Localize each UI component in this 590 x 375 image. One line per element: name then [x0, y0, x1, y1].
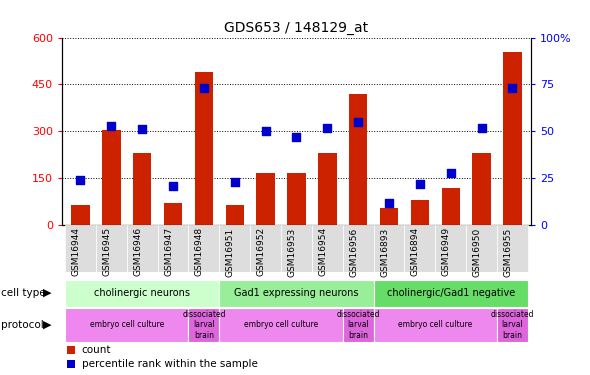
Text: GSM16952: GSM16952: [257, 227, 266, 276]
Point: [76, 177, 85, 183]
Bar: [164, 203, 182, 225]
Bar: [380, 208, 398, 225]
Text: dissociated
larval
brain: dissociated larval brain: [336, 310, 380, 340]
Text: ▶: ▶: [42, 288, 51, 298]
Point: [323, 124, 332, 130]
Bar: [188, 225, 219, 272]
Text: cholinergic neurons: cholinergic neurons: [94, 288, 190, 298]
Bar: [435, 225, 466, 272]
Bar: [373, 280, 528, 307]
Text: GSM16955: GSM16955: [503, 227, 513, 277]
Point: [353, 119, 363, 125]
Bar: [71, 205, 90, 225]
Point: [137, 126, 147, 132]
Bar: [65, 308, 188, 342]
Bar: [497, 225, 528, 272]
Text: GSM16951: GSM16951: [226, 227, 235, 277]
Point: [107, 123, 116, 129]
Text: dissociated
larval
brain: dissociated larval brain: [182, 310, 225, 340]
Text: GSM16947: GSM16947: [164, 227, 173, 276]
Bar: [65, 280, 219, 307]
Bar: [219, 280, 373, 307]
Text: GSM16946: GSM16946: [133, 227, 142, 276]
Point: [384, 200, 394, 206]
Bar: [503, 52, 522, 225]
Point: [508, 85, 517, 91]
Text: cell type: cell type: [1, 288, 46, 298]
Bar: [441, 188, 460, 225]
Bar: [281, 225, 312, 272]
Title: GDS653 / 148129_at: GDS653 / 148129_at: [224, 21, 369, 35]
Point: [261, 128, 270, 134]
Text: GSM16956: GSM16956: [349, 227, 358, 277]
Text: percentile rank within the sample: percentile rank within the sample: [81, 359, 257, 369]
Bar: [473, 153, 491, 225]
Bar: [225, 205, 244, 225]
Text: GSM16944: GSM16944: [71, 227, 80, 276]
Point: [230, 179, 240, 185]
Bar: [373, 308, 497, 342]
Bar: [102, 130, 120, 225]
Text: count: count: [81, 345, 111, 355]
Bar: [133, 153, 152, 225]
Bar: [219, 308, 343, 342]
Text: GSM16950: GSM16950: [473, 227, 481, 277]
Text: GSM16949: GSM16949: [442, 227, 451, 276]
Point: [291, 134, 301, 140]
Text: embryo cell culture: embryo cell culture: [398, 320, 473, 330]
Bar: [287, 173, 306, 225]
Bar: [343, 308, 373, 342]
Point: [477, 124, 486, 130]
Text: embryo cell culture: embryo cell culture: [244, 320, 318, 330]
Bar: [65, 225, 96, 272]
Bar: [411, 200, 429, 225]
Bar: [67, 360, 75, 368]
Bar: [373, 225, 405, 272]
Bar: [312, 225, 343, 272]
Bar: [219, 225, 250, 272]
Point: [199, 85, 209, 91]
Text: GSM16893: GSM16893: [380, 227, 389, 277]
Bar: [318, 153, 336, 225]
Bar: [96, 225, 127, 272]
Text: ▶: ▶: [42, 320, 51, 330]
Bar: [349, 94, 368, 225]
Text: protocol: protocol: [1, 320, 44, 330]
Text: GSM16945: GSM16945: [102, 227, 112, 276]
Bar: [67, 346, 75, 354]
Bar: [497, 308, 528, 342]
Text: GSM16894: GSM16894: [411, 227, 420, 276]
Text: GSM16953: GSM16953: [287, 227, 296, 277]
Bar: [188, 308, 219, 342]
Bar: [158, 225, 188, 272]
Text: GSM16948: GSM16948: [195, 227, 204, 276]
Text: Gad1 expressing neurons: Gad1 expressing neurons: [234, 288, 359, 298]
Bar: [195, 72, 213, 225]
Bar: [257, 173, 275, 225]
Bar: [466, 225, 497, 272]
Point: [446, 170, 455, 176]
Text: GSM16954: GSM16954: [319, 227, 327, 276]
Text: dissociated
larval
brain: dissociated larval brain: [491, 310, 534, 340]
Bar: [343, 225, 373, 272]
Point: [168, 183, 178, 189]
Bar: [250, 225, 281, 272]
Bar: [405, 225, 435, 272]
Text: cholinergic/Gad1 negative: cholinergic/Gad1 negative: [386, 288, 515, 298]
Bar: [127, 225, 158, 272]
Point: [415, 181, 425, 187]
Text: embryo cell culture: embryo cell culture: [90, 320, 164, 330]
